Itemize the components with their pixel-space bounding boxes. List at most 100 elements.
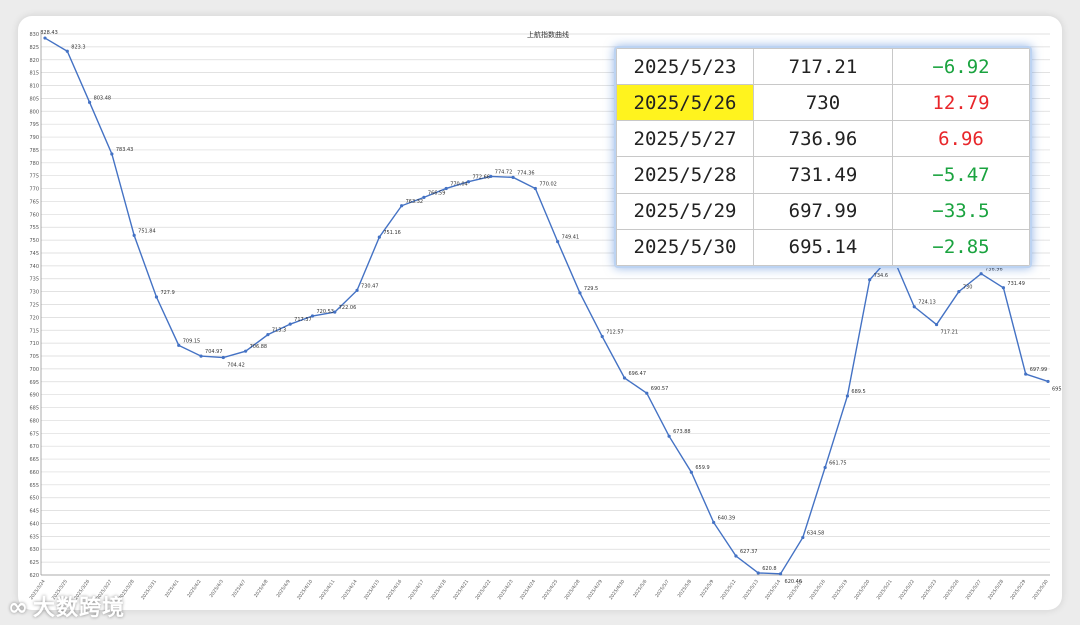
data-label: 620.8: [762, 566, 776, 572]
data-label: 731.49: [1007, 281, 1025, 287]
watermark: ∞ 大数跨境: [8, 590, 125, 622]
data-label: 695.14: [1052, 386, 1062, 392]
table-cell-value: 717.21: [753, 48, 893, 86]
data-point: [823, 465, 827, 470]
table-row: 2025/5/28 731.49 −5.47: [616, 156, 1030, 194]
y-tick-label: 785: [29, 148, 39, 154]
x-tick-label: 2025/5/22: [898, 579, 916, 601]
y-tick-label: 790: [29, 135, 39, 141]
data-point: [556, 240, 560, 244]
x-tick-label: 2025/5/30: [1031, 579, 1049, 601]
watermark-logo-icon: ∞: [8, 593, 29, 621]
y-tick-label: 675: [29, 431, 39, 437]
y-tick-label: 640: [29, 521, 39, 527]
y-tick-label: 805: [29, 96, 39, 102]
table-cell-date: 2025/5/30: [616, 228, 754, 266]
table-row: 2025/5/23 717.21 −6.92: [616, 48, 1030, 86]
y-tick-label: 810: [29, 84, 39, 90]
data-point: [466, 180, 471, 184]
data-label: 659.9: [695, 465, 709, 471]
data-label: 704.42: [227, 363, 245, 369]
y-tick-label: 740: [29, 264, 39, 270]
data-point: [600, 334, 604, 339]
x-tick-label: 2025/4/22: [474, 579, 492, 601]
y-tick-label: 705: [29, 354, 39, 360]
x-tick-label: 2025/4/16: [385, 579, 403, 601]
data-label: 722.06: [339, 305, 357, 311]
data-point: [43, 36, 47, 40]
chart-title: 上航指数曲线: [527, 30, 569, 39]
x-tick-label: 2025/4/24: [519, 579, 537, 601]
y-tick-label: 750: [29, 238, 39, 244]
data-point: [288, 322, 292, 326]
y-tick-label: 830: [29, 32, 39, 38]
data-point: [934, 322, 939, 327]
table-cell-change: 6.96: [892, 120, 1030, 158]
data-label: 774.72: [495, 169, 513, 175]
y-tick-label: 710: [29, 341, 39, 347]
data-point: [1024, 372, 1028, 376]
data-point: [533, 186, 537, 191]
data-label: 717.21: [941, 330, 959, 336]
x-tick-label: 2025/4/25: [541, 579, 559, 601]
data-point: [801, 535, 805, 540]
data-point: [578, 291, 582, 295]
data-point: [712, 520, 716, 525]
table-cell-date: 2025/5/29: [616, 192, 754, 230]
data-point: [1001, 286, 1006, 290]
y-tick-label: 670: [29, 444, 39, 450]
price-table: 2025/5/23 717.21 −6.92 2025/5/26 730 12.79 202…: [616, 48, 1030, 266]
data-label: 770.02: [539, 182, 557, 188]
data-label: 763.32: [406, 199, 424, 205]
x-tick-label: 2025/4/2: [186, 579, 203, 599]
data-label: 730.47: [361, 283, 379, 289]
y-tick-label: 715: [29, 328, 39, 334]
x-tick-label: 2025/4/21: [452, 579, 470, 601]
x-tick-label: 2025/4/7: [231, 579, 248, 599]
y-tick-label: 745: [29, 251, 39, 257]
table-cell-change: −33.5: [892, 192, 1030, 230]
x-tick-label: 2025/5/19: [831, 579, 849, 601]
y-tick-label: 720: [29, 315, 39, 321]
data-label: 717.37: [294, 317, 312, 323]
data-label: 736.96: [985, 267, 1003, 273]
data-point: [355, 288, 359, 293]
y-tick-label: 735: [29, 277, 39, 283]
y-tick-label: 690: [29, 393, 39, 399]
x-tick-label: 2025/4/1: [164, 579, 181, 599]
y-tick-label: 660: [29, 470, 39, 476]
data-label: 783.43: [116, 147, 134, 153]
table-row: 2025/5/27 736.96 6.96: [616, 120, 1030, 158]
data-label: 713.3: [272, 328, 286, 334]
data-label: 640.39: [718, 515, 736, 521]
data-point: [244, 349, 248, 353]
data-label: 828.43: [40, 30, 58, 36]
table-cell-change: 12.79: [892, 84, 1030, 122]
y-tick-label: 730: [29, 290, 39, 296]
x-tick-label: 2025/5/27: [965, 579, 983, 601]
y-tick-label: 800: [29, 109, 39, 115]
table-cell-change: −5.47: [892, 156, 1030, 194]
table-cell-value: 697.99: [753, 192, 893, 230]
table-row: 2025/5/26 730 12.79: [616, 84, 1030, 122]
data-label: 751.16: [383, 230, 401, 236]
x-tick-label: 2025/5/12: [719, 579, 737, 601]
data-point: [979, 272, 983, 276]
data-label: 749.41: [562, 235, 580, 241]
y-tick-label: 655: [29, 483, 39, 489]
data-point: [912, 305, 916, 309]
data-point: [845, 394, 850, 398]
data-label: 661.75: [829, 460, 847, 466]
y-tick-label: 645: [29, 509, 39, 515]
x-tick-label: 2025/4/17: [407, 579, 425, 601]
data-label: 724.13: [918, 300, 936, 306]
data-point: [667, 434, 671, 438]
y-tick-label: 795: [29, 122, 39, 128]
data-label: 689.5: [851, 389, 865, 395]
y-tick-label: 630: [29, 547, 39, 553]
data-label: 766.59: [428, 190, 446, 196]
data-label: 729.5: [584, 286, 598, 292]
x-tick-label: 2025/4/23: [497, 579, 515, 601]
table-cell-value: 695.14: [753, 228, 893, 266]
data-label: 770.04: [450, 181, 468, 187]
